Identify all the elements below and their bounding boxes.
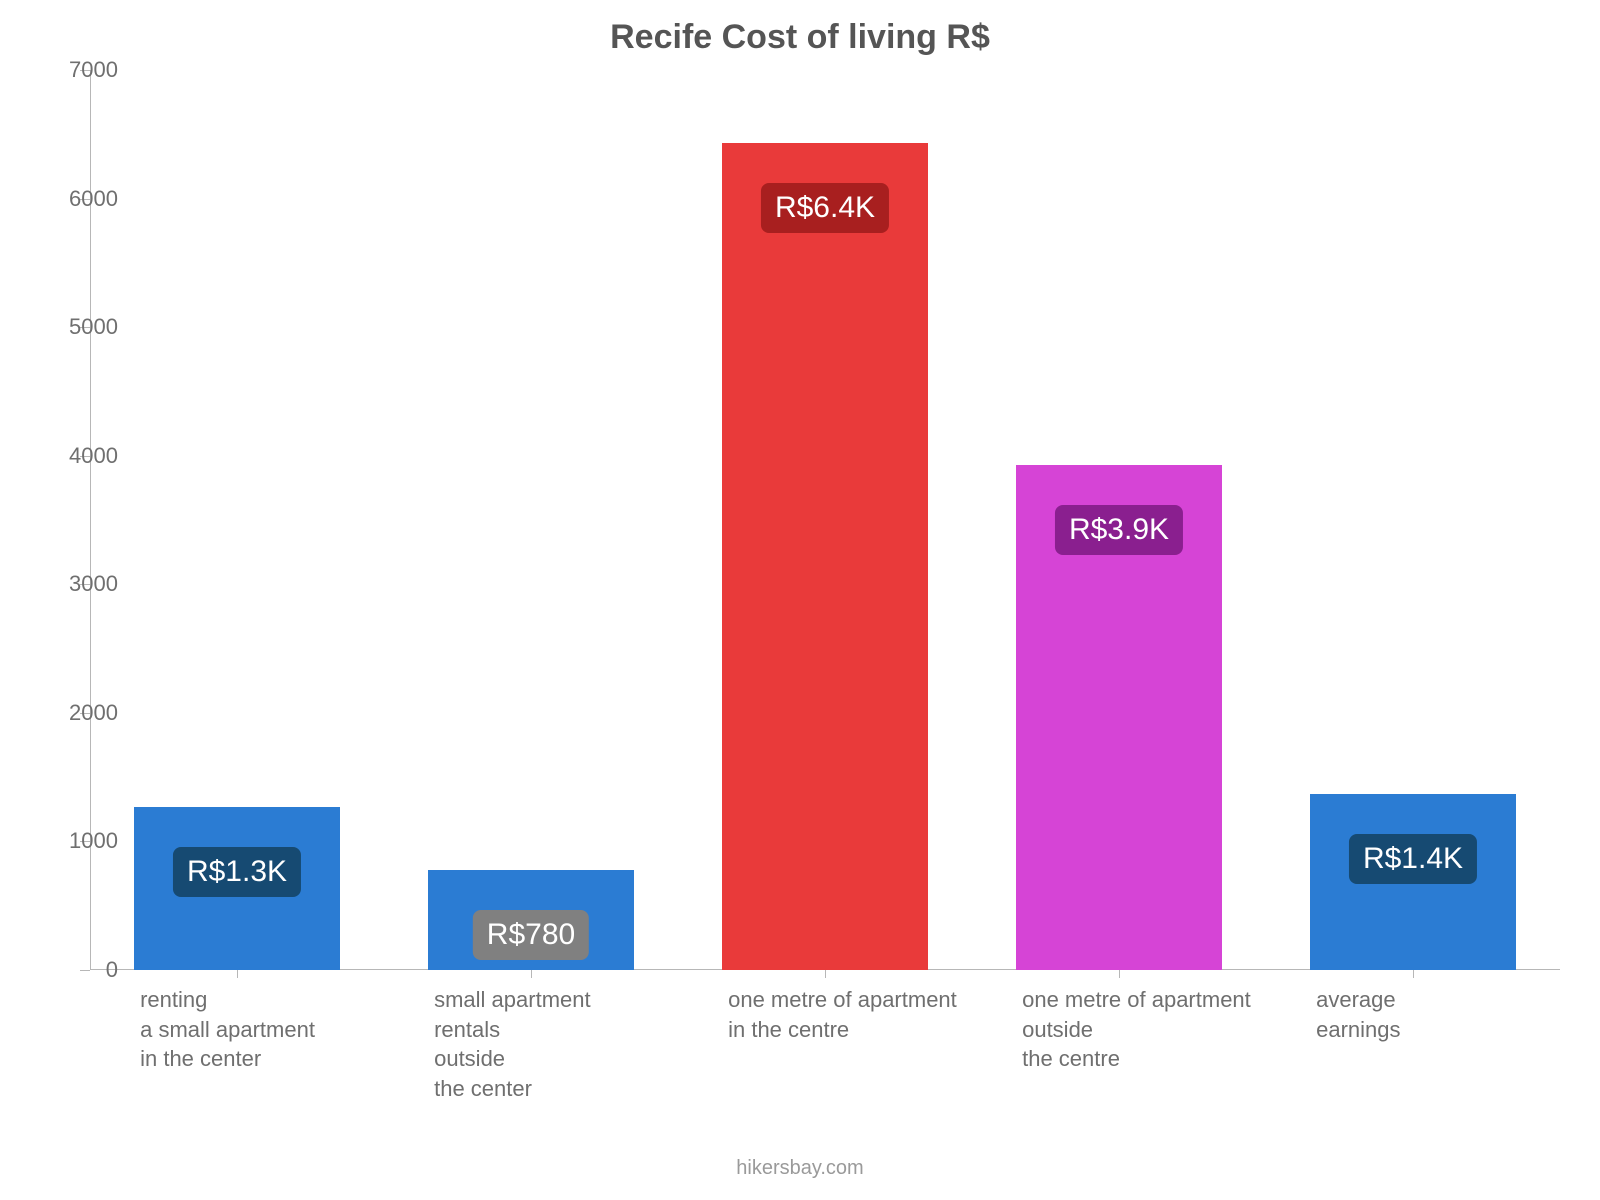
- y-tick-label: 1000: [69, 828, 118, 854]
- y-tick-label: 2000: [69, 700, 118, 726]
- x-label-sqm_center: one metre of apartmentin the centre: [728, 985, 974, 1044]
- y-tick-label: 4000: [69, 443, 118, 469]
- x-label-rent_center: rentinga small apartmentin the center: [140, 985, 386, 1074]
- x-tick: [1119, 970, 1120, 978]
- y-tick: [80, 970, 90, 971]
- chart-title: Recife Cost of living R$: [0, 18, 1600, 57]
- credit-text: hikersbay.com: [0, 1157, 1600, 1180]
- x-tick: [237, 970, 238, 978]
- cost-of-living-chart: Recife Cost of living R$ R$1.3K R$780 R$6.…: [0, 0, 1600, 1200]
- bar-sqm_center: [722, 143, 928, 970]
- x-label-avg_earnings: averageearnings: [1316, 985, 1562, 1044]
- y-tick-label: 7000: [69, 57, 118, 83]
- y-tick-label: 6000: [69, 186, 118, 212]
- value-badge-sqm_outside: R$3.9K: [1055, 505, 1183, 555]
- y-tick-label: 5000: [69, 314, 118, 340]
- plot-area: R$1.3K R$780 R$6.4K R$3.9K R$1.4K: [90, 70, 1560, 970]
- x-label-rent_outside: small apartmentrentalsoutsidethe center: [434, 985, 680, 1104]
- value-badge-avg_earnings: R$1.4K: [1349, 834, 1477, 884]
- x-label-sqm_outside: one metre of apartmentoutsidethe centre: [1022, 985, 1268, 1074]
- x-tick: [825, 970, 826, 978]
- x-tick: [1413, 970, 1414, 978]
- value-badge-sqm_center: R$6.4K: [761, 183, 889, 233]
- y-tick-label: 0: [106, 957, 118, 983]
- x-tick: [531, 970, 532, 978]
- value-badge-rent_center: R$1.3K: [173, 847, 301, 897]
- y-tick-label: 3000: [69, 571, 118, 597]
- value-badge-rent_outside: R$780: [473, 910, 589, 960]
